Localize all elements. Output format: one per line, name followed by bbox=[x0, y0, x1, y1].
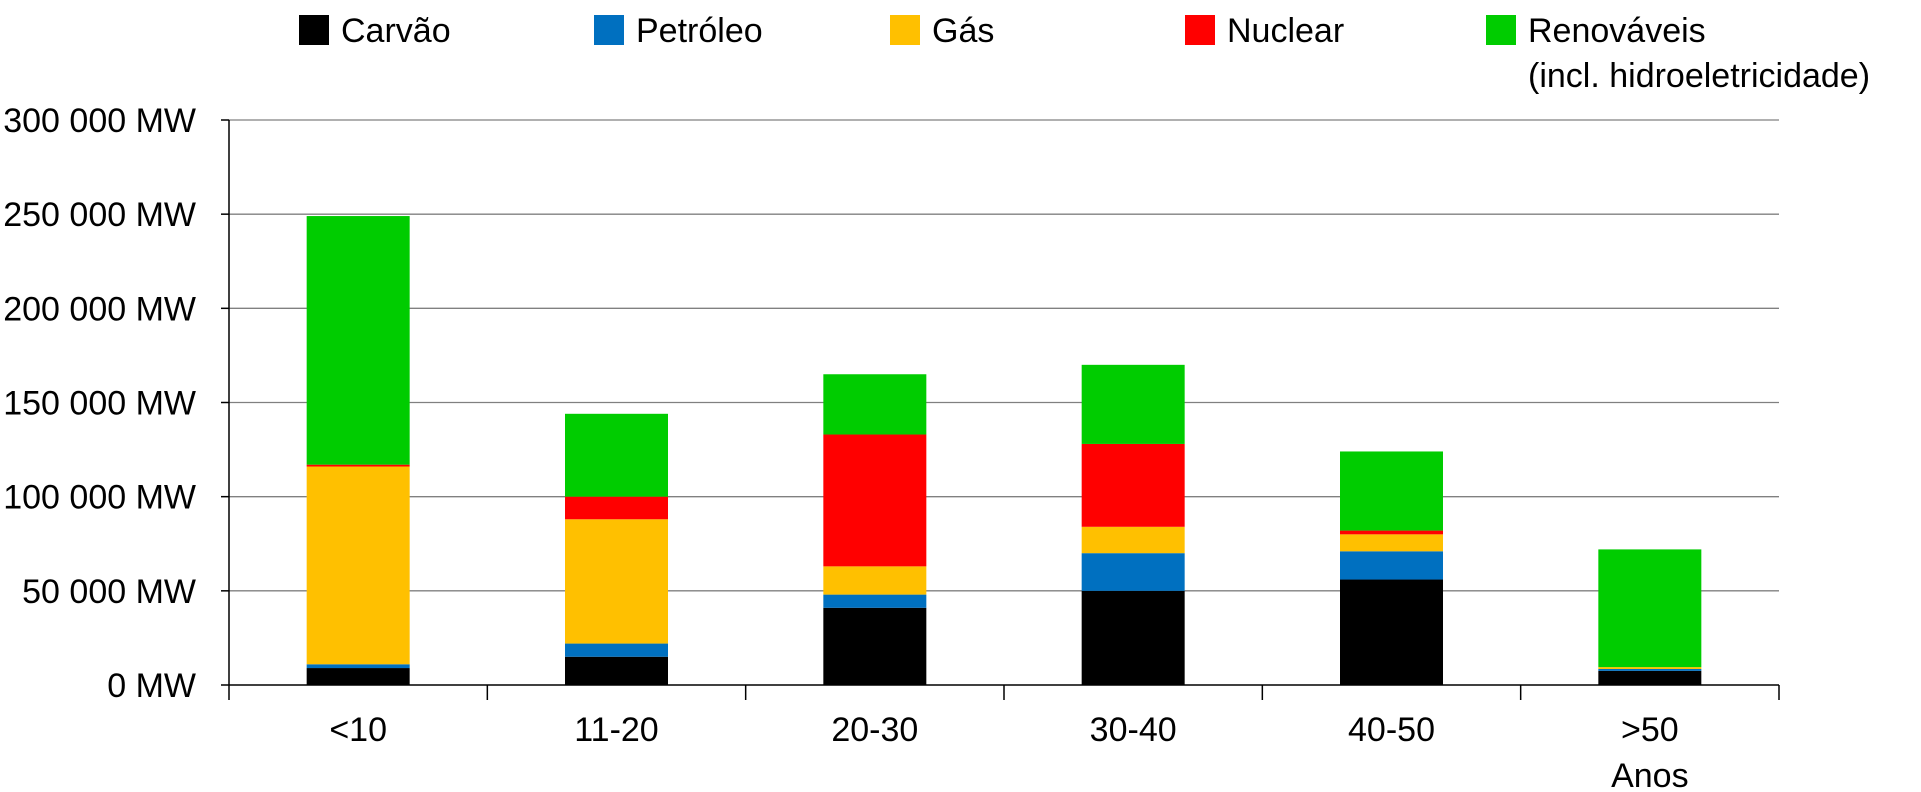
bar-segment bbox=[1081, 553, 1185, 591]
x-category-label: 11-20 bbox=[574, 711, 658, 749]
bar-segment bbox=[1598, 668, 1702, 671]
bar-segment bbox=[1081, 590, 1185, 685]
y-tick-label: 300 000 MW bbox=[3, 102, 196, 140]
bar-segment bbox=[306, 216, 410, 465]
bar-segment bbox=[823, 566, 927, 595]
legend-swatch bbox=[1185, 15, 1215, 45]
bar-segment bbox=[565, 496, 668, 520]
bar-segment bbox=[1340, 551, 1443, 580]
bar-segment bbox=[1598, 549, 1702, 668]
bars bbox=[306, 216, 1702, 685]
bar-segment bbox=[823, 434, 927, 567]
bar-segment bbox=[823, 607, 927, 685]
bar-segment bbox=[1340, 534, 1443, 552]
bar-segment bbox=[1598, 670, 1702, 685]
bar-segment bbox=[306, 466, 410, 665]
bar-segment bbox=[565, 519, 668, 644]
x-category-label: 30-40 bbox=[1090, 711, 1177, 749]
x-axis-title: Anos bbox=[1611, 757, 1689, 792]
bar-segment bbox=[1598, 667, 1702, 669]
y-tick-label: 50 000 MW bbox=[22, 573, 196, 611]
y-tick-label: 100 000 MW bbox=[3, 479, 196, 517]
gridlines bbox=[229, 119, 1779, 592]
y-tick-label: 150 000 MW bbox=[3, 385, 196, 423]
x-category-label: 20-30 bbox=[831, 711, 918, 749]
legend-swatch bbox=[299, 15, 329, 45]
legend-swatch bbox=[890, 15, 920, 45]
bar-segment bbox=[1340, 530, 1443, 535]
bar-segment bbox=[565, 656, 668, 685]
y-tick-label: 200 000 MW bbox=[3, 290, 196, 328]
legend-label: Gás bbox=[932, 12, 994, 50]
legend-label: Petróleo bbox=[636, 12, 763, 50]
x-category-label: <10 bbox=[329, 711, 387, 749]
x-axis: <10 11-20 20-30 30-40 40-50 >50 bbox=[228, 120, 1780, 749]
legend: Carvão Petróleo Gás Nuclear Renováveis (incl.… bbox=[299, 12, 1870, 95]
bar-segment bbox=[306, 664, 410, 669]
bar-segment bbox=[823, 374, 927, 435]
legend-swatch bbox=[594, 15, 624, 45]
y-tick-label: 250 000 MW bbox=[3, 196, 196, 234]
bar-segment bbox=[1081, 443, 1185, 527]
bar-segment bbox=[565, 643, 668, 657]
legend-label: Renováveis bbox=[1528, 12, 1706, 50]
bar-segment bbox=[1081, 364, 1185, 444]
bar-segment bbox=[1081, 526, 1185, 554]
legend-label: Carvão bbox=[341, 12, 451, 50]
y-tick-label: 0 MW bbox=[107, 667, 196, 705]
bar-segment bbox=[306, 668, 410, 685]
bar-segment bbox=[565, 413, 668, 497]
x-category-label: >50 bbox=[1621, 711, 1679, 749]
y-axis: 0 MW 50 000 MW 100 000 MW 150 000 MW 200 000… bbox=[3, 102, 229, 705]
bar-segment bbox=[1340, 451, 1443, 531]
bar-segment bbox=[1340, 579, 1443, 685]
bar-segment bbox=[823, 594, 927, 608]
x-category-label: 40-50 bbox=[1348, 711, 1435, 749]
legend-label-line2: (incl. hidroeletricidade) bbox=[1528, 57, 1870, 95]
legend-swatch bbox=[1486, 15, 1516, 45]
legend-label: Nuclear bbox=[1227, 12, 1344, 50]
bar-segment bbox=[306, 464, 410, 467]
